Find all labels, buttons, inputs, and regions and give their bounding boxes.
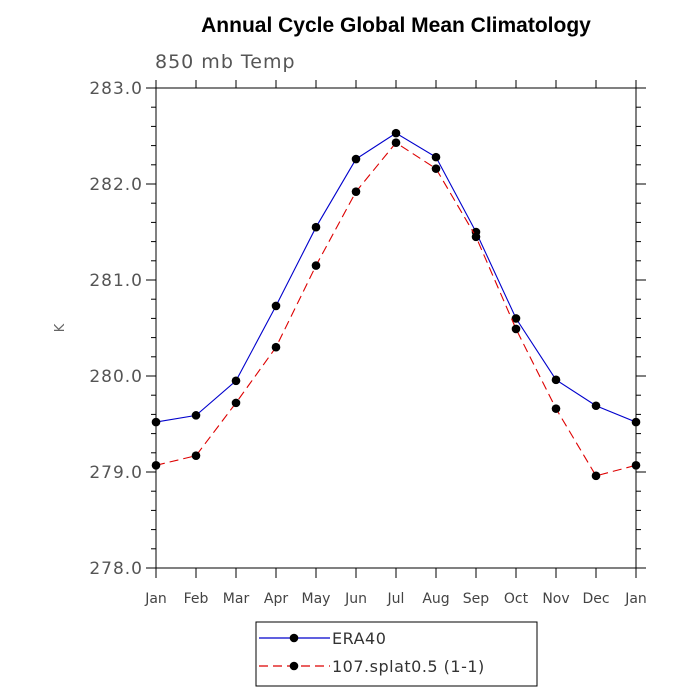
x-tick-label: Mar	[223, 591, 250, 607]
x-tick-label: Feb	[184, 591, 209, 607]
chart-subtitle: 850 mb Temp	[155, 51, 296, 73]
x-tick-label: Apr	[264, 591, 288, 607]
x-tick-label: Jul	[387, 591, 405, 607]
plot-frame	[155, 87, 637, 569]
x-tick-label: Jun	[344, 591, 367, 607]
y-axis-label: K	[53, 323, 68, 332]
y-tick-label: 279.0	[89, 463, 143, 483]
y-tick-labels: 278.0 279.0 280.0 281.0 282.0 283.0	[89, 79, 143, 579]
data-point	[151, 417, 161, 427]
series-line	[155, 132, 637, 423]
data-point	[271, 342, 281, 352]
x-tick-label: Nov	[542, 591, 569, 607]
legend-box	[255, 621, 538, 687]
legend-marker	[289, 633, 299, 643]
data-point	[151, 460, 161, 470]
data-point	[591, 401, 601, 411]
axis-ticks	[146, 80, 646, 578]
data-point	[511, 324, 521, 334]
data-point	[311, 261, 321, 270]
data-point	[311, 222, 321, 232]
data-point	[271, 301, 281, 311]
x-tick-label: Dec	[582, 591, 609, 607]
series-line	[155, 141, 637, 477]
y-tick-label: 281.0	[89, 271, 143, 291]
legend-label: 107.splat0.5 (1-1)	[332, 657, 485, 676]
series-1	[151, 128, 641, 427]
series-2	[151, 138, 641, 481]
x-tick-labels: Jan Feb Mar Apr May Jun Jul Aug Sep Oct Nov Dec Jan	[144, 591, 647, 607]
x-tick-label: Aug	[422, 591, 449, 607]
data-point	[431, 164, 441, 173]
x-tick-label: Oct	[504, 591, 529, 607]
series-layer	[151, 128, 641, 481]
data-point	[591, 471, 601, 481]
y-tick-label: 282.0	[89, 175, 143, 195]
data-point	[471, 232, 481, 242]
legend-label: ERA40	[332, 629, 386, 648]
y-tick-label: 280.0	[89, 367, 143, 387]
data-point	[191, 451, 201, 460]
data-point	[191, 411, 201, 420]
data-point	[511, 314, 521, 323]
data-point	[551, 404, 561, 413]
data-point	[391, 128, 401, 138]
data-point	[391, 138, 401, 148]
data-point	[231, 376, 241, 386]
x-tick-label: Jan	[144, 591, 167, 607]
legend: ERA40 107.splat0.5 (1-1)	[255, 621, 538, 687]
x-tick-label: Jan	[624, 591, 647, 607]
chart-title: Annual Cycle Global Mean Climatology	[201, 14, 591, 37]
y-tick-label: 283.0	[89, 79, 143, 99]
data-point	[351, 154, 361, 164]
data-point	[351, 187, 361, 196]
data-point	[231, 398, 241, 408]
data-point	[551, 375, 561, 385]
y-tick-label: 278.0	[89, 559, 143, 579]
x-tick-label: Sep	[463, 591, 490, 607]
data-point	[631, 460, 641, 470]
x-tick-label: May	[302, 591, 331, 607]
data-point	[431, 152, 441, 162]
legend-marker	[289, 661, 299, 671]
data-point	[631, 417, 641, 427]
